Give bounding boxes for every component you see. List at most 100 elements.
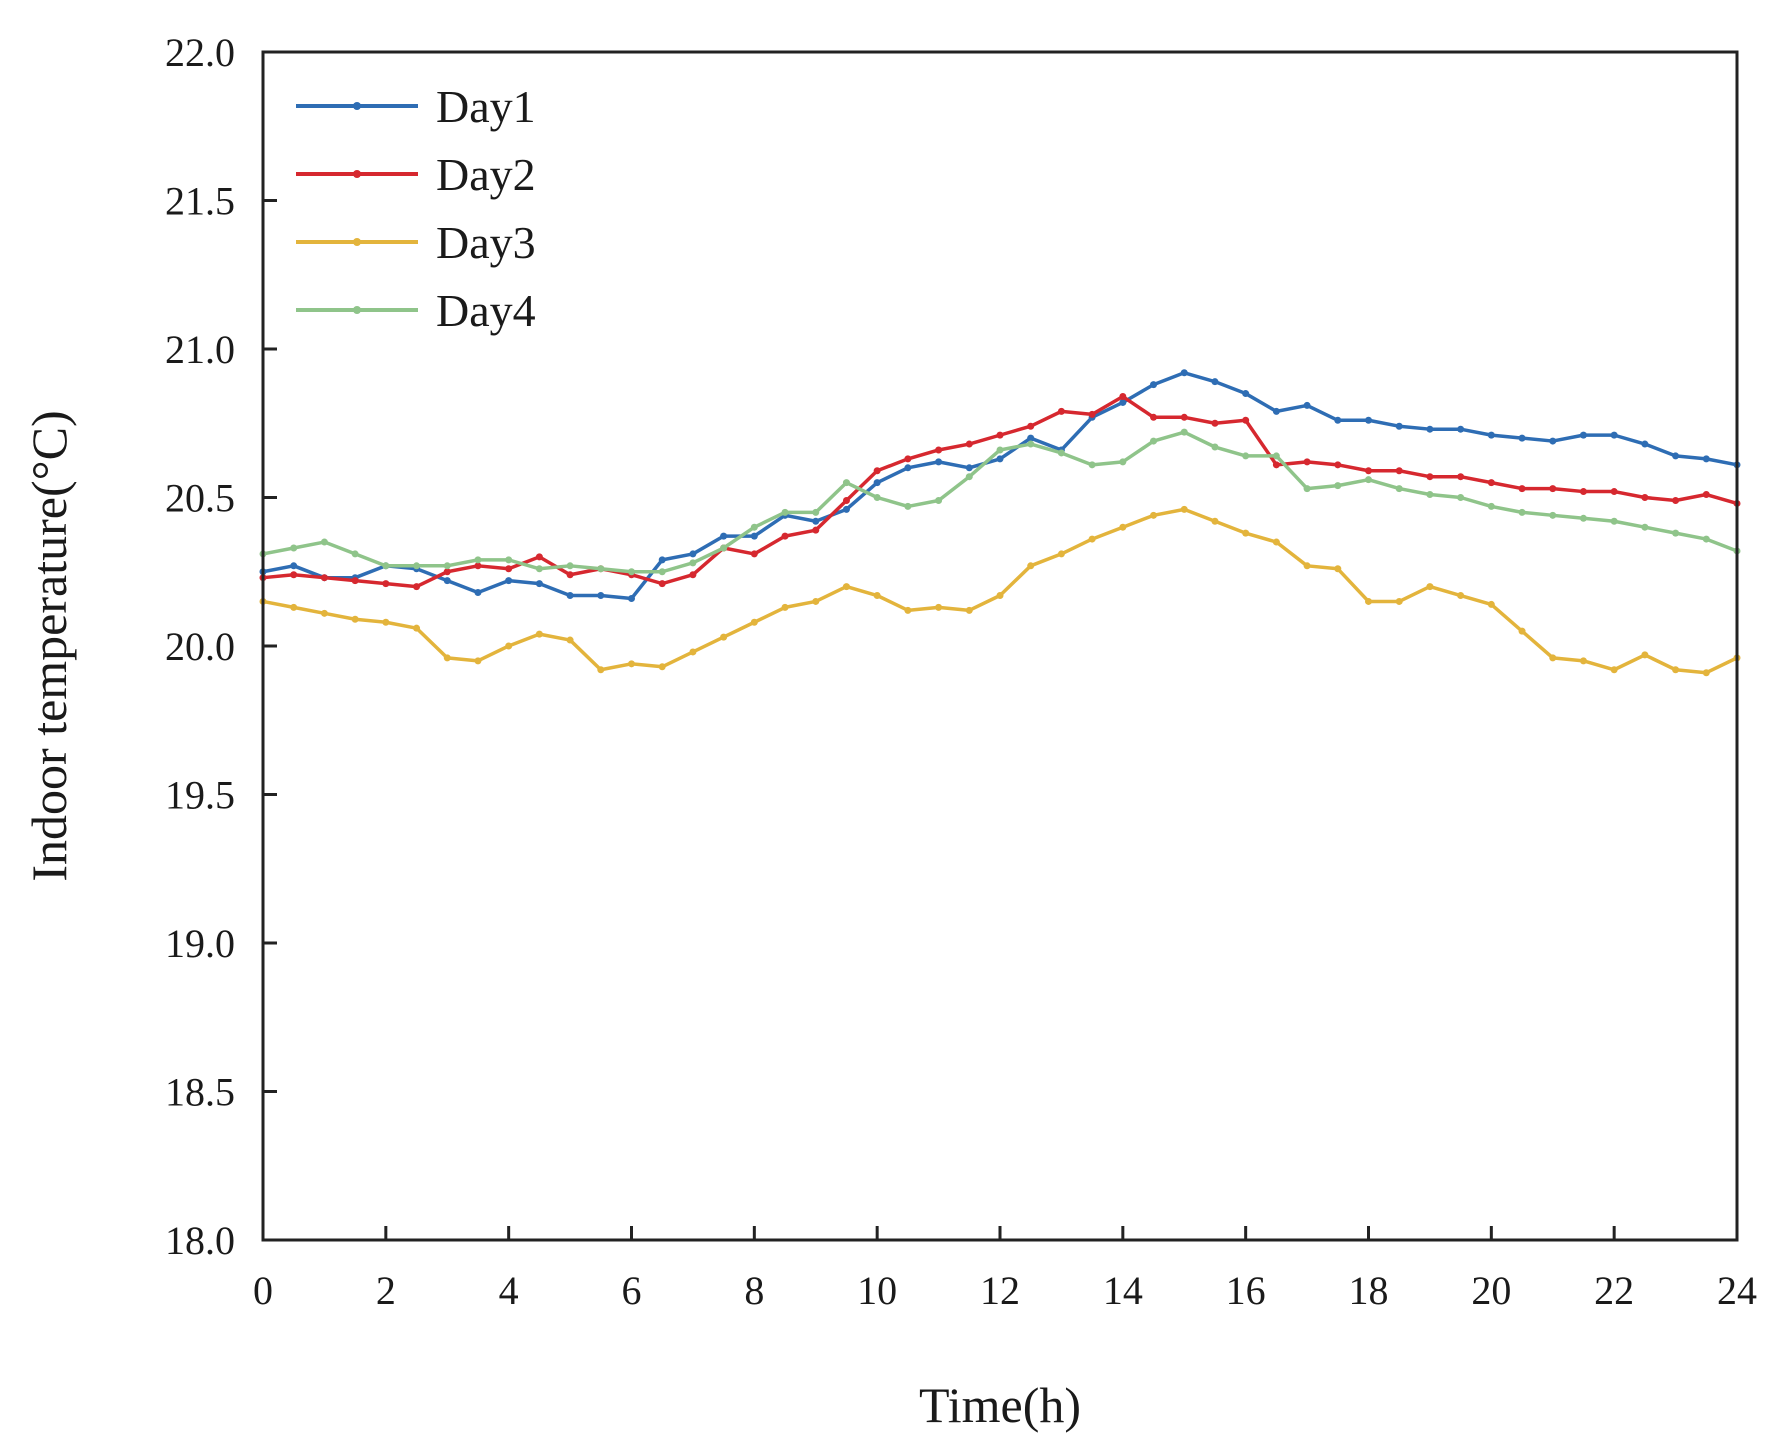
data-point-day4 [1549,511,1557,519]
data-point-day3 [351,615,359,623]
y-tick-label: 19.5 [165,773,235,818]
data-point-day2 [781,532,789,540]
x-tick-label: 2 [376,1268,396,1313]
x-axis: 0 2 4 6 8 10 12 14 16 18 20 22 24 [253,1226,1757,1313]
data-point-day1 [1027,434,1035,442]
data-point-day2 [1702,491,1710,499]
data-point-day2 [1211,419,1219,427]
y-tick-label: 20.5 [165,476,235,521]
data-point-day1 [597,592,605,600]
y-axis: 18.0 18.5 19.0 19.5 20.0 20.5 21.0 21.5 22.0 [165,30,277,1263]
data-point-day3 [842,583,850,591]
data-point-day2 [873,467,881,475]
legend-marker-day1 [353,102,361,110]
data-point-day3 [1180,505,1188,513]
data-point-day3 [1211,517,1219,525]
data-point-day2 [1365,467,1372,475]
data-point-day4 [781,508,789,516]
y-tick-label: 21.5 [165,179,235,224]
data-point-day4 [720,544,728,552]
series-day1 [259,369,1741,602]
data-point-day2 [1242,416,1250,424]
data-point-day1 [1272,407,1280,415]
data-point-day2 [1579,488,1587,496]
data-point-day1 [1549,437,1557,445]
data-point-day2 [1672,496,1680,504]
data-point-day4 [1641,523,1649,531]
data-point-day2 [996,431,1004,439]
data-point-day4 [628,568,635,576]
data-point-day4 [566,562,574,570]
data-point-day4 [474,556,482,564]
y-tick-label: 19.0 [165,921,235,966]
data-point-day2 [658,580,666,588]
data-point-day1 [1579,431,1587,439]
data-point-day2 [1088,410,1096,418]
data-point-day2 [351,577,359,585]
data-point-day1 [1180,369,1188,377]
x-tick-label: 8 [744,1268,764,1313]
legend-item-day2: Day2 [296,149,536,200]
data-point-day2 [290,571,298,579]
data-point-day1 [443,577,451,585]
data-point-day4 [443,562,451,570]
data-point-day4 [535,565,543,573]
data-point-day2 [750,550,758,558]
data-point-day3 [1027,562,1035,570]
x-tick-label: 10 [857,1268,897,1313]
data-point-day1 [935,458,943,466]
legend-label-day4: Day4 [436,285,536,336]
data-point-day2 [1395,467,1403,475]
data-point-day1 [1395,422,1403,430]
data-point-day4 [1672,529,1680,537]
data-point-day4 [935,496,943,504]
data-point-day4 [1119,458,1127,466]
data-point-day3 [1150,511,1158,519]
data-point-day2 [1027,422,1035,430]
series-layer [259,369,1741,677]
data-point-day1 [1150,381,1158,389]
data-point-day3 [781,603,789,611]
data-point-day2 [1272,461,1280,469]
data-point-day2 [535,553,543,561]
data-point-day1 [628,594,635,602]
data-point-day4 [1702,535,1710,543]
data-point-day2 [382,580,390,588]
legend-item-day3: Day3 [296,217,536,268]
data-point-day2 [413,583,421,591]
legend-label-day3: Day3 [436,217,536,268]
data-point-day2 [1487,479,1495,487]
x-tick-label: 6 [622,1268,642,1313]
legend-marker-day3 [353,238,361,246]
data-point-day1 [1641,440,1649,448]
x-axis-title: Time(h) [919,1377,1081,1433]
legend: Day1 Day2 Day3 Day4 [296,81,536,336]
data-point-day2 [1549,485,1557,493]
data-point-day1 [965,464,973,472]
data-point-day2 [1150,413,1158,421]
data-point-day4 [1334,482,1342,490]
data-point-day1 [535,580,543,588]
data-point-day3 [1395,597,1403,605]
data-point-day3 [965,606,973,614]
data-point-day1 [658,556,666,564]
legend-item-day4: Day4 [296,285,536,336]
data-point-day1 [750,532,758,540]
data-point-day4 [1180,428,1188,436]
data-point-day3 [1088,535,1096,543]
data-point-day3 [1426,583,1434,591]
data-point-day2 [1303,458,1311,466]
data-point-day3 [689,648,697,656]
data-point-day3 [1334,565,1342,573]
data-point-day3 [904,606,912,614]
data-point-day3 [935,603,943,611]
data-point-day2 [842,496,850,504]
data-point-day3 [1365,597,1372,605]
data-point-day3 [1487,600,1495,608]
data-point-day2 [1426,473,1434,481]
y-tick-label: 20.0 [165,624,235,669]
data-point-day4 [1457,494,1465,501]
data-point-day4 [1242,452,1250,460]
data-point-day2 [1119,393,1127,401]
